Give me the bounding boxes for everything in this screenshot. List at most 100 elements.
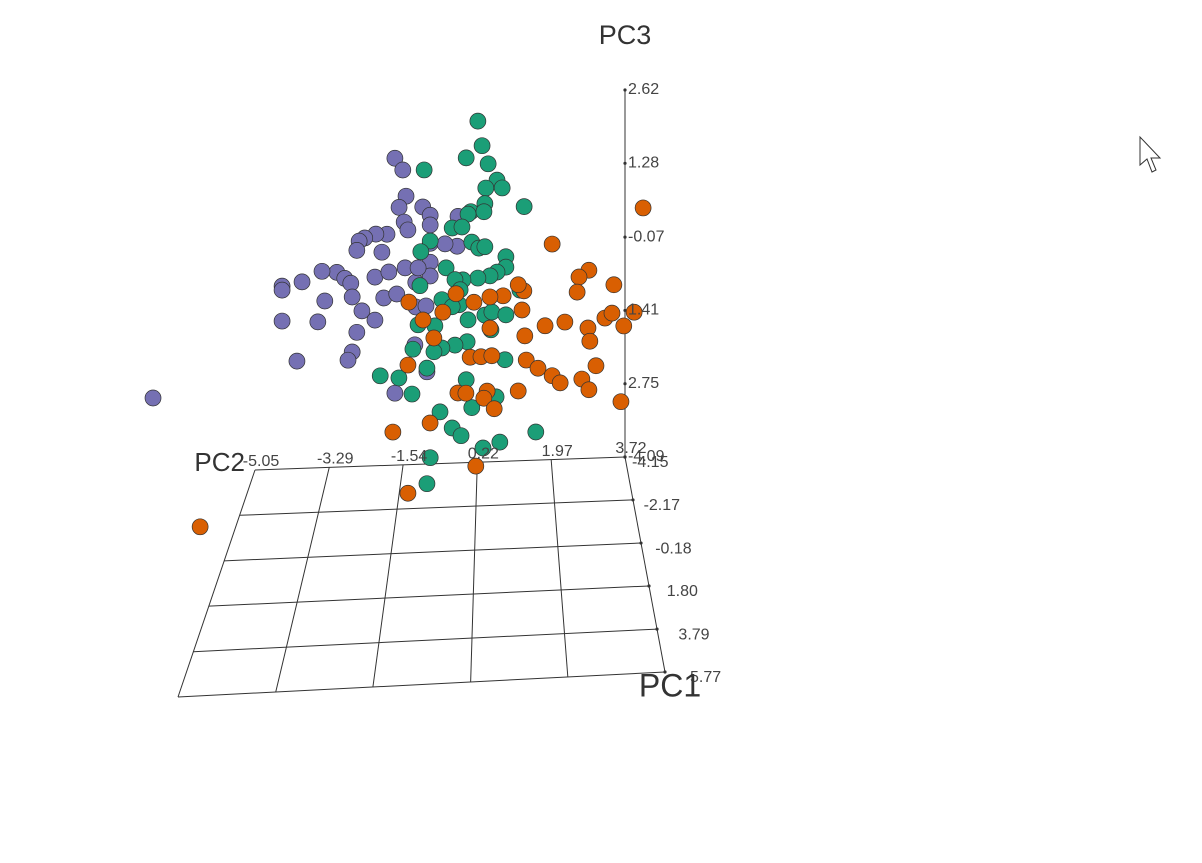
point (556, 313, 574, 331)
y-tick-label: 3.72 (615, 440, 646, 457)
y-tick-label: -5.05 (243, 453, 280, 470)
point (421, 232, 439, 250)
point (551, 374, 569, 392)
point (403, 385, 421, 403)
point (491, 433, 509, 451)
point (447, 285, 465, 303)
point (457, 384, 475, 402)
point (615, 317, 633, 335)
z-tick-label: -0.07 (628, 228, 665, 245)
point (353, 302, 371, 320)
labels: -5.05 -3.29 -1.54 0.22 1.97 3.72-4.15 -2.17 -0.… (194, 20, 721, 703)
point (463, 399, 481, 417)
point (434, 303, 452, 321)
grid-line (224, 542, 642, 562)
y-tick-label: 0.22 (468, 445, 499, 462)
grid-line (208, 585, 650, 607)
point (293, 273, 311, 291)
point (469, 112, 487, 130)
x-tick-label: 5.77 (690, 669, 721, 686)
grid-line (239, 499, 634, 516)
point (380, 263, 398, 281)
z-tick (623, 308, 627, 313)
grid-line (254, 456, 626, 471)
point (414, 311, 432, 329)
z-tick-label: -4.09 (628, 448, 665, 465)
floor-grid (177, 456, 666, 698)
point (467, 457, 485, 475)
point (474, 439, 492, 457)
point (473, 137, 491, 155)
x-tick (663, 670, 667, 674)
point (581, 332, 599, 350)
point (513, 301, 531, 319)
point (515, 198, 533, 215)
z-tick (623, 235, 627, 239)
point (477, 179, 495, 197)
point (612, 393, 630, 411)
axes (623, 88, 667, 674)
point (421, 449, 439, 467)
point (288, 352, 306, 370)
point (388, 285, 406, 303)
y-tick-label: -3.29 (317, 451, 354, 468)
point (425, 329, 443, 347)
z-tick (623, 455, 627, 459)
point (144, 389, 162, 407)
y-tick-label: 1.97 (542, 443, 573, 460)
point (343, 288, 361, 306)
x-tick (647, 584, 651, 588)
point (418, 359, 436, 377)
point (273, 312, 291, 330)
point (475, 389, 493, 407)
x-tick-label: 1.80 (667, 583, 698, 600)
point (437, 259, 455, 277)
z-axis-title: PC3 (599, 20, 652, 50)
point (436, 235, 454, 253)
grid-line (624, 456, 666, 673)
point (412, 243, 430, 261)
point (366, 311, 384, 329)
z-tick (623, 382, 627, 386)
x-tick (655, 627, 659, 631)
cursor (1139, 135, 1162, 173)
point (431, 403, 449, 421)
grid-line (177, 469, 256, 698)
x-tick-label: -0.18 (655, 540, 692, 557)
point (404, 340, 422, 358)
point (421, 216, 439, 234)
points (144, 112, 652, 536)
point (399, 221, 417, 239)
point (634, 199, 652, 217)
point (605, 276, 623, 294)
point (457, 149, 475, 167)
point (411, 277, 429, 295)
grid-line (275, 467, 330, 693)
point (418, 475, 436, 493)
point (475, 203, 493, 221)
point (481, 319, 499, 337)
point (452, 427, 470, 445)
point (348, 323, 366, 341)
point (348, 242, 366, 259)
point (469, 269, 487, 287)
z-tick-label: 2.75 (628, 375, 659, 392)
grid-line (470, 462, 478, 682)
z-tick (623, 161, 627, 165)
point (409, 259, 427, 277)
point (417, 297, 435, 315)
x-tick-label: -2.17 (644, 497, 681, 514)
point (485, 400, 503, 418)
grid-line (177, 671, 666, 698)
z-tick-label: 2.62 (628, 81, 659, 98)
grid-line (372, 464, 404, 688)
point (415, 161, 433, 179)
point (309, 313, 327, 331)
point (400, 293, 418, 311)
point (373, 243, 391, 261)
point (386, 149, 404, 167)
point (481, 288, 499, 306)
point (390, 199, 408, 216)
